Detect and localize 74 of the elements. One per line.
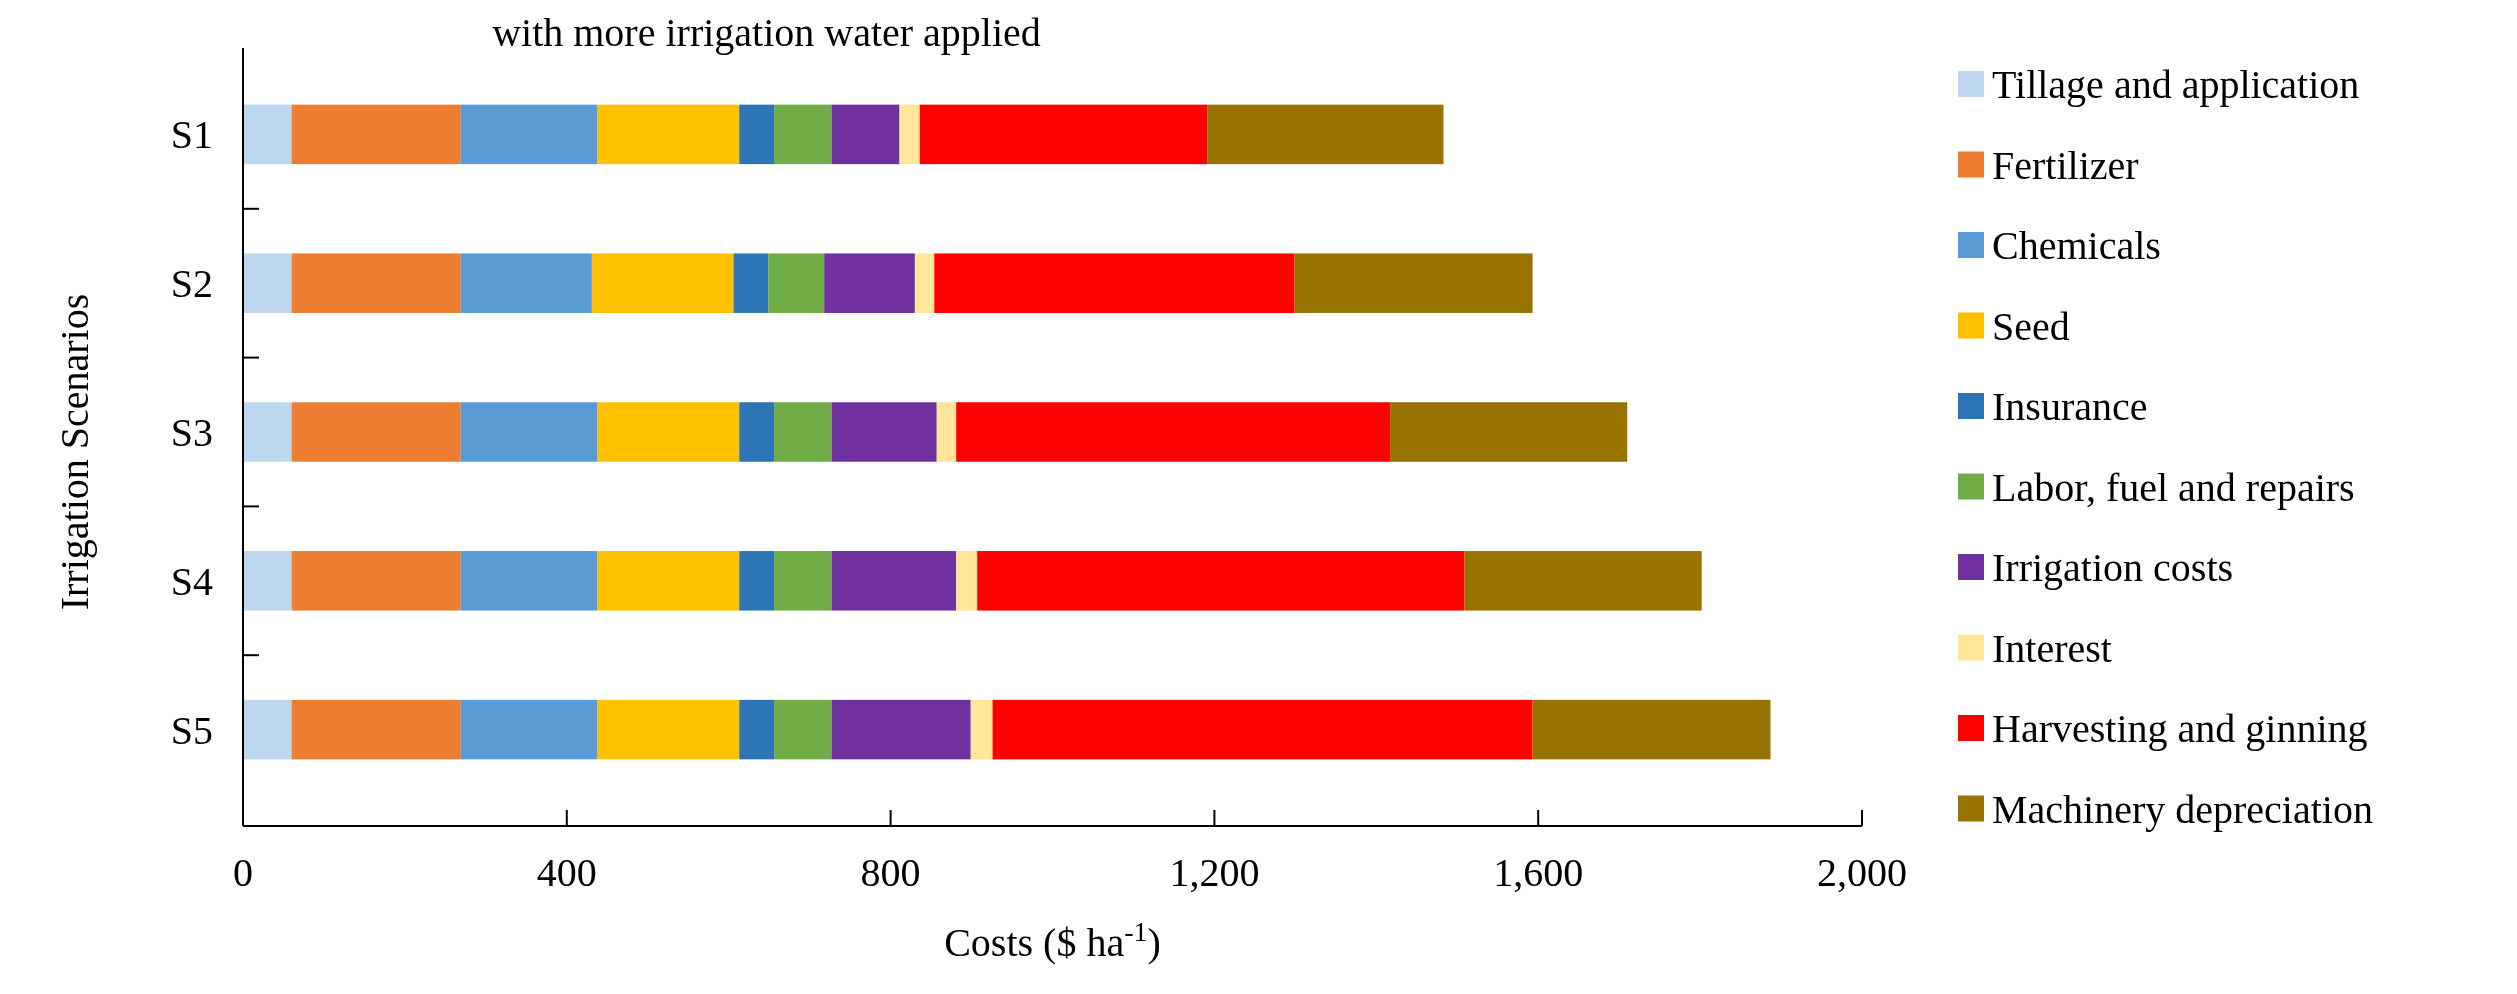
bar xyxy=(831,699,971,760)
legend-label: Labor, fuel and repairs xyxy=(1992,464,2355,510)
legend-label: Insurance xyxy=(1992,384,2148,429)
bar xyxy=(291,551,461,611)
bar xyxy=(899,104,920,165)
bar xyxy=(460,551,598,611)
legend-label: Tillage and application xyxy=(1992,62,2360,107)
bar xyxy=(1532,699,1771,760)
x-axis-title: Costs ($ ha$^{-1}$) xyxy=(944,915,1161,965)
bar xyxy=(243,104,292,165)
bar xyxy=(291,402,461,462)
bar xyxy=(243,253,292,313)
bar xyxy=(597,699,740,760)
bar xyxy=(831,402,937,462)
bar xyxy=(291,104,461,165)
legend-label: Irrigation costs xyxy=(1992,545,2234,590)
bar xyxy=(768,253,825,313)
bar xyxy=(831,551,957,611)
bar xyxy=(597,104,740,165)
x-tick-label: 400 xyxy=(536,850,597,895)
bar xyxy=(591,253,734,313)
bar xyxy=(1294,253,1533,313)
legend-label: Machinery depreciation xyxy=(1992,786,2373,832)
bar xyxy=(597,402,740,462)
bar xyxy=(460,699,598,760)
bar xyxy=(243,402,292,462)
legend-label: Harvesting and ginning xyxy=(1992,706,2368,751)
bar xyxy=(460,104,598,165)
x-tick-label: 1,200 xyxy=(1169,850,1260,895)
bar xyxy=(1207,104,1444,165)
bar xyxy=(919,104,1208,165)
bar xyxy=(774,402,832,462)
y-tick-label: S4 xyxy=(170,558,213,604)
x-tick-label: 2,000 xyxy=(1817,850,1907,895)
legend-label: Fertilizer xyxy=(1992,142,2139,188)
bar xyxy=(774,104,832,165)
bar xyxy=(243,551,292,611)
y-axis-title: Irrigation Scenarios xyxy=(52,293,97,611)
bar xyxy=(992,699,1533,760)
bar xyxy=(597,551,740,611)
y-tick-label: S3 xyxy=(170,410,213,455)
bar xyxy=(934,253,1295,313)
bar xyxy=(936,402,957,462)
bar xyxy=(243,699,292,760)
bar xyxy=(739,551,775,611)
bar xyxy=(774,699,832,760)
bar xyxy=(739,402,775,462)
bar xyxy=(824,253,915,313)
y-tick-label: S5 xyxy=(170,707,213,753)
x-tick-label: 1,600 xyxy=(1493,850,1584,895)
bar xyxy=(1464,551,1702,611)
bar xyxy=(956,551,978,611)
y-tick-label: S2 xyxy=(170,261,213,307)
bar xyxy=(739,699,775,760)
bar xyxy=(774,551,832,611)
legend-label: Chemicals xyxy=(1992,223,2161,268)
bar xyxy=(733,253,769,313)
bar xyxy=(970,699,993,760)
bar xyxy=(460,253,592,313)
chart-title: with more irrigation water applied xyxy=(492,10,1041,55)
bar xyxy=(739,104,775,165)
x-tick-label: 800 xyxy=(860,850,921,895)
bar xyxy=(977,551,1465,611)
y-tick-label: S1 xyxy=(170,112,213,158)
x-tick-label: 0 xyxy=(233,850,253,895)
bar xyxy=(831,104,900,165)
bar xyxy=(291,253,461,313)
legend-label: Interest xyxy=(1992,625,2112,671)
bar xyxy=(914,253,935,313)
bar xyxy=(1390,402,1628,462)
legend-label: Seed xyxy=(1992,303,2070,349)
bar xyxy=(460,402,598,462)
bar xyxy=(291,699,461,760)
bar xyxy=(956,402,1391,462)
